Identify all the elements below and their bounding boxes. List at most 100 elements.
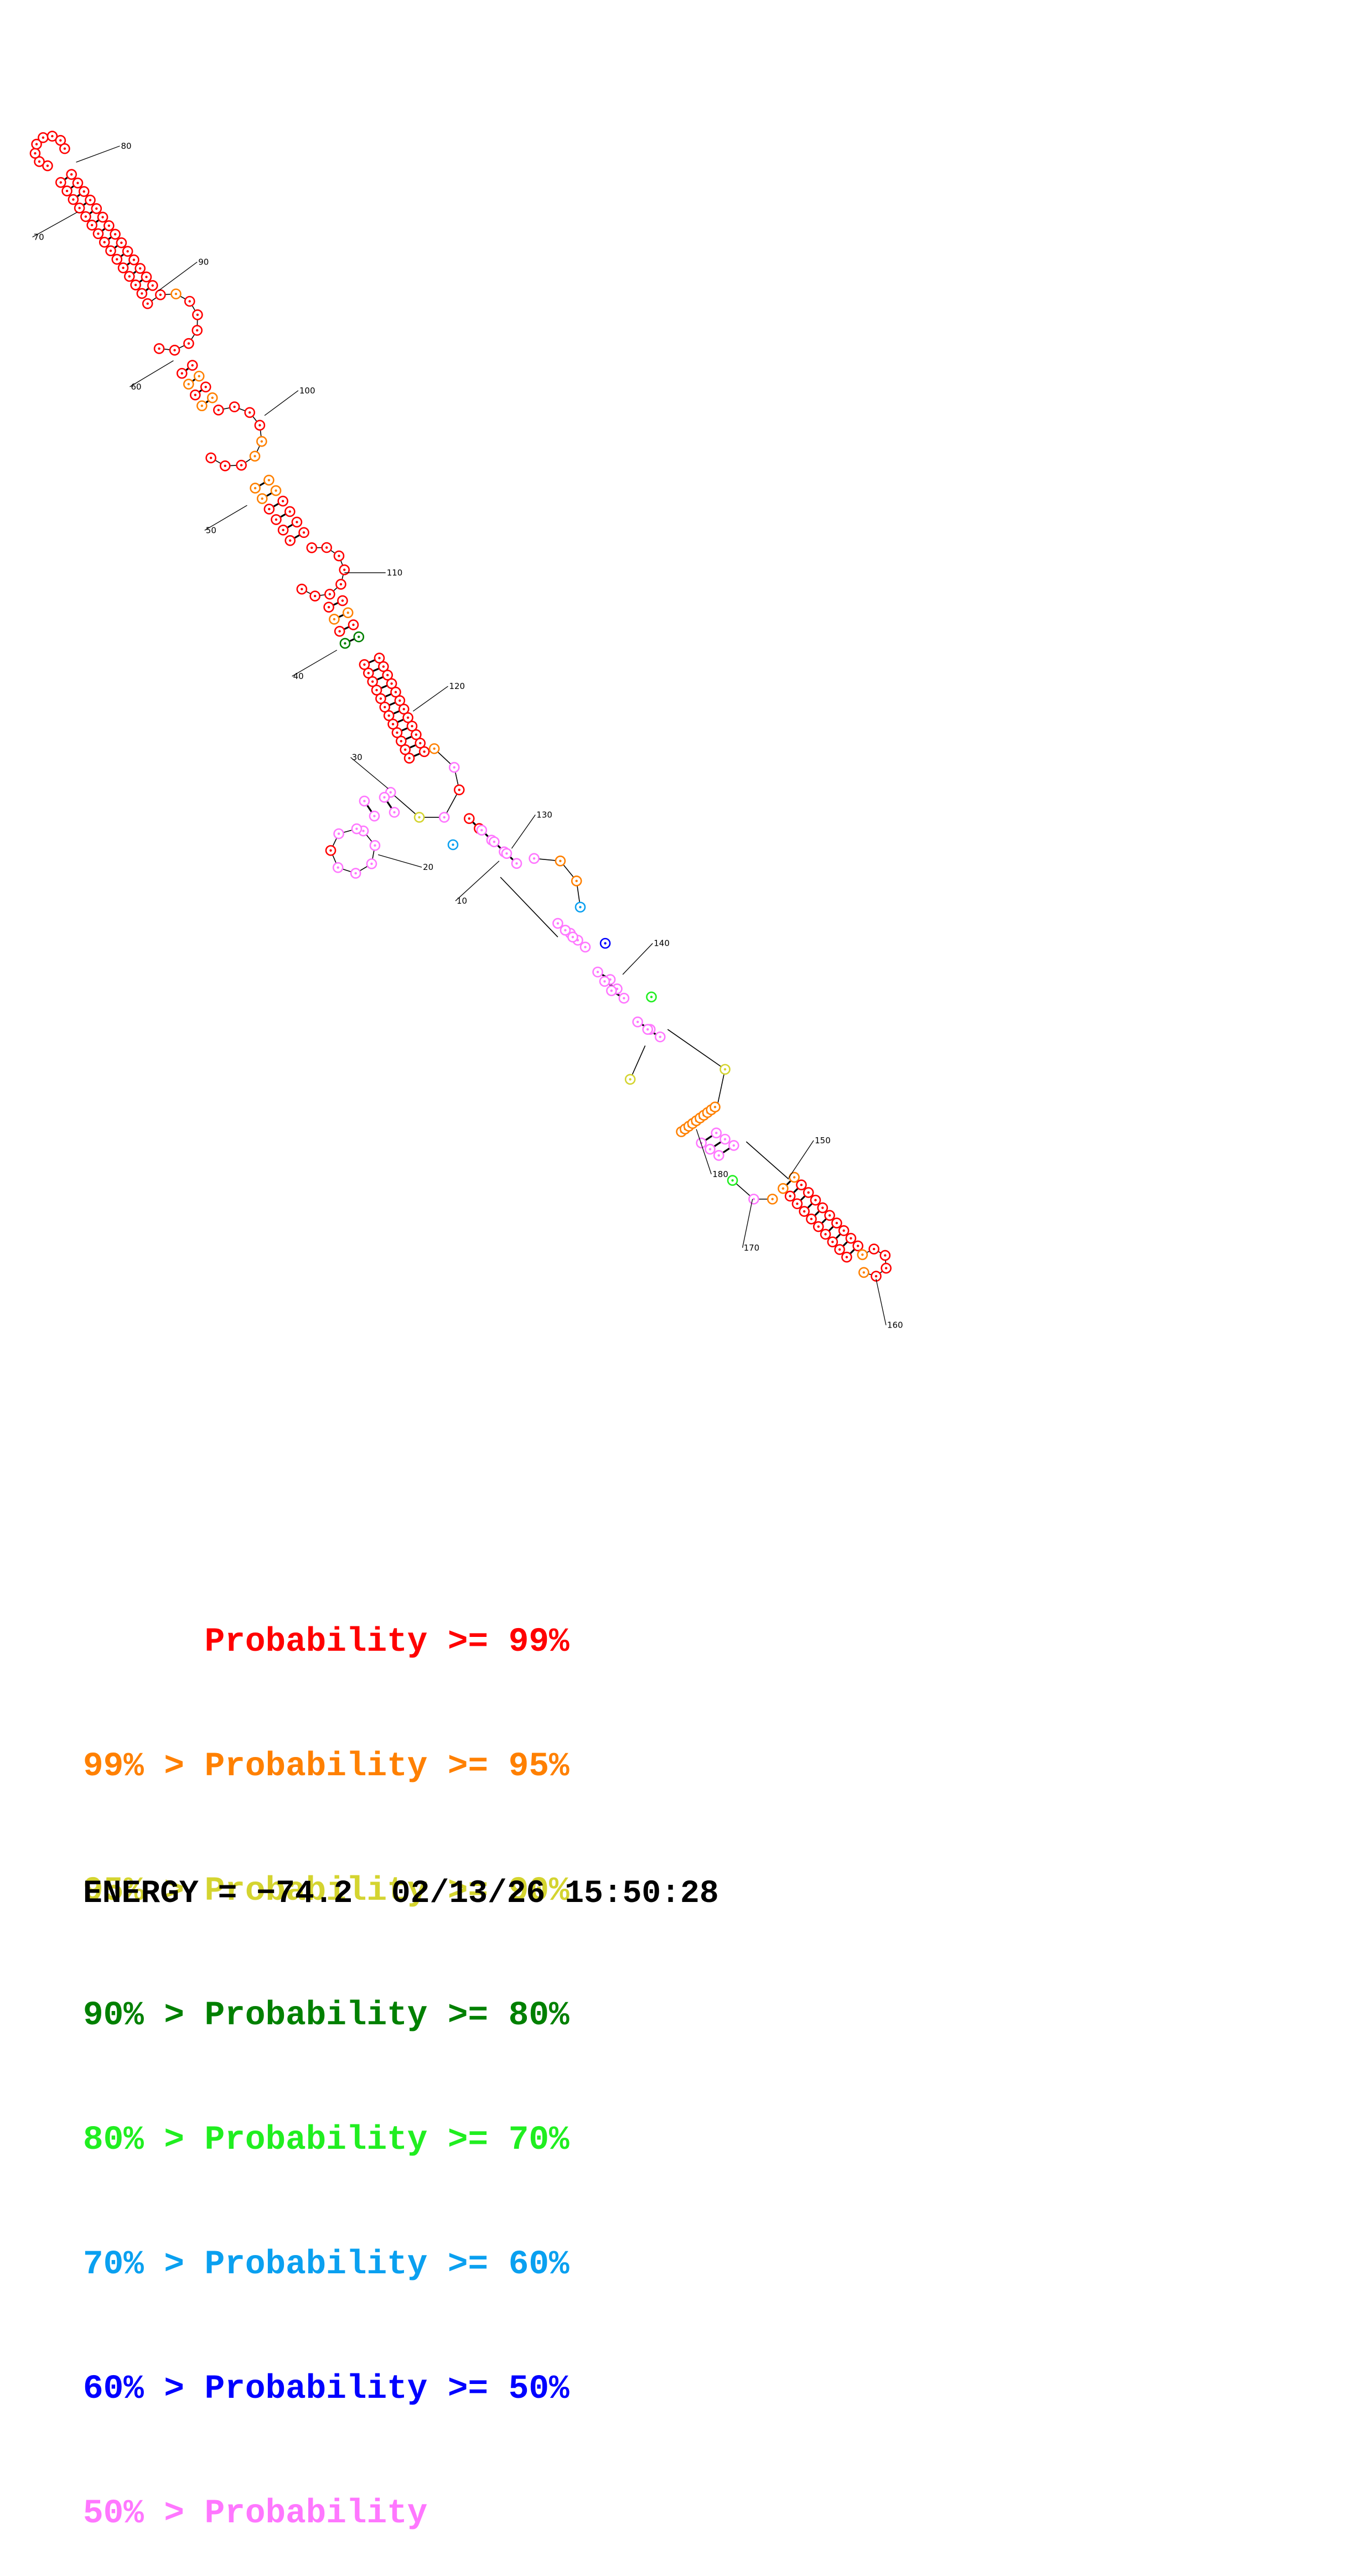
stem-140c-nuc-a-0-mark — [636, 1020, 639, 1023]
position-label-80: 80 — [121, 141, 131, 151]
hairpin-160-nuc-1-mark — [873, 1248, 875, 1250]
loop-100-nuc-8-mark — [210, 457, 212, 459]
stem-120-nuc-a-7-mark — [392, 723, 394, 725]
backbone-seg — [667, 1029, 725, 1069]
stem-105-nuc-a-5-mark — [289, 540, 291, 542]
multiloop-nuc-2-mark — [443, 816, 446, 818]
probability-legend: Probability >= 99% 99% > Probability >= … — [83, 1538, 569, 2576]
stem-120-nuc-b-1-mark — [382, 665, 385, 667]
position-label-60: 60 — [131, 382, 141, 392]
stem-top-nuc-a-0-mark — [60, 181, 62, 183]
legend-prefix-4: 80% > — [83, 2121, 205, 2159]
multiloop-nuc-0-mark — [390, 791, 392, 794]
loop-100-nuc-6-mark — [240, 464, 242, 466]
loop-90-nuc-6-mark — [188, 342, 190, 344]
stem-105-nuc-b-3-mark — [289, 510, 291, 512]
stem-115-nuc-a-3-mark — [344, 642, 346, 644]
legend-prefix-6: 60% > — [83, 2370, 205, 2408]
label-leader-140 — [623, 944, 653, 975]
legend-row-7: 50% > Probability — [83, 2493, 569, 2534]
stem-25-nuc-b-1-mark — [393, 811, 395, 813]
loop-100-nuc-2-mark — [248, 411, 251, 413]
stem-140b-nuc-a-2-mark — [610, 989, 613, 992]
stem-140a-nuc-b-2-mark — [584, 946, 586, 948]
tail-nuc-9-mark — [714, 1106, 716, 1108]
loop-90-nuc-8-mark — [158, 348, 160, 350]
stem-120-nuc-a-3-mark — [375, 689, 377, 691]
stem-120-nuc-b-7-mark — [407, 717, 409, 719]
stem-25-nuc-a-0-mark — [363, 800, 365, 802]
stem-top-nuc-b-6-mark — [108, 225, 110, 227]
stem-top-nuc-a-2-mark — [72, 198, 74, 200]
stem-180-nuc-b-2-mark — [733, 1144, 735, 1147]
stem-25-nuc-b-0-mark — [373, 815, 375, 817]
nuc-g-blue-mark — [452, 843, 454, 846]
stem-top-nuc-b-11-mark — [139, 267, 141, 269]
position-label-160: 160 — [887, 1320, 903, 1330]
stem-155-nuc-b-9-mark — [857, 1245, 859, 1247]
loop-90-nuc-2-mark — [175, 293, 177, 295]
stem-top-nuc-a-1-mark — [66, 190, 68, 192]
stem-120-nuc-b-8-mark — [411, 725, 413, 727]
position-label-10: 10 — [457, 896, 467, 906]
stem-top-nuc-a-5-mark — [91, 224, 93, 226]
stem-95-nuc-b-1-mark — [198, 375, 200, 377]
stem-95-nuc-a-2-mark — [194, 394, 196, 396]
stem-140b-nuc-a-0-mark — [597, 971, 599, 973]
stem-120-nuc-a-4-mark — [380, 697, 382, 699]
stem-120-nuc-b-5-mark — [398, 699, 401, 702]
stem-95-nuc-a-3-mark — [201, 405, 203, 407]
position-label-170: 170 — [744, 1243, 760, 1253]
loop-90-nuc-0-mark — [146, 302, 148, 304]
stem-155-nuc-b-3-mark — [814, 1199, 816, 1201]
loop-100-nuc-5-mark — [253, 455, 256, 457]
stem-155-nuc-b-6-mark — [836, 1222, 838, 1224]
stem-120-nuc-b-6-mark — [403, 708, 405, 710]
stem-180-nuc-a-2-mark — [718, 1154, 720, 1157]
stem-25-nuc-a-1-mark — [383, 796, 385, 799]
stem-120-nuc-b-2-mark — [386, 674, 389, 676]
stem-105-nuc-b-0-mark — [268, 479, 270, 481]
stem-155-nuc-a-5-mark — [817, 1225, 820, 1227]
hairpin-top-nuc-7-mark — [64, 147, 66, 149]
stem-155-nuc-b-4-mark — [821, 1206, 824, 1209]
stem-155-nuc-b-7-mark — [842, 1230, 845, 1232]
legend-row-5: 70% > Probability >= 60% — [83, 2244, 569, 2285]
legend-prefix-3: 90% > — [83, 1997, 205, 2035]
stem-top-nuc-a-6-mark — [97, 232, 99, 235]
hairpin-160-nuc-2-mark — [884, 1254, 886, 1256]
stem-155-nuc-a-8-mark — [838, 1248, 841, 1251]
stem-115-nuc-b-0-mark — [341, 599, 344, 602]
backbone-seg — [500, 877, 558, 937]
stem-top-nuc-b-5-mark — [101, 216, 103, 218]
position-labels: 1020304050607080901001101201301401501601… — [33, 141, 903, 1330]
position-label-20: 20 — [423, 862, 433, 872]
label-leader-120 — [413, 686, 448, 711]
loop-20-nuc-4-mark — [337, 867, 339, 869]
stem-155-nuc-a-4-mark — [810, 1218, 812, 1220]
label-leader-100 — [265, 391, 298, 416]
hairpin-160-nuc-3-mark — [885, 1267, 887, 1269]
position-label-150: 150 — [815, 1136, 831, 1146]
stem-115-nuc-b-3-mark — [358, 636, 360, 638]
stem-180-nuc-b-0-mark — [715, 1132, 717, 1134]
stem-115-nuc-a-2-mark — [338, 630, 340, 633]
stem-95-nuc-b-3-mark — [211, 397, 214, 399]
loop-130-nuc-3-mark — [579, 906, 581, 908]
position-label-140: 140 — [654, 939, 670, 948]
loop-110-nuc-5-mark — [329, 593, 331, 595]
loop-110-nuc-1-mark — [325, 546, 328, 548]
rna-structure-diagram: 1020304050607080901001101201301401501601… — [0, 0, 1372, 1383]
nuc-lightgreen-175-mark — [731, 1179, 733, 1181]
stem-top-nuc-a-4-mark — [85, 215, 87, 217]
multiloop-nuc-5-mark — [433, 748, 435, 750]
stem-105-nuc-a-3-mark — [275, 519, 277, 521]
stem-140a-nuc-a-1-mark — [564, 929, 566, 931]
loop-20-nuc-1-mark — [374, 844, 376, 847]
label-leader-90 — [158, 262, 197, 291]
stem-120-nuc-a-5-mark — [384, 706, 386, 708]
label-leader-160 — [876, 1279, 886, 1325]
loop-90-nuc-1-mark — [159, 293, 162, 296]
hairpin-top-nuc-5-mark — [51, 135, 53, 137]
legend-row-4: 80% > Probability >= 70% — [83, 2119, 569, 2161]
